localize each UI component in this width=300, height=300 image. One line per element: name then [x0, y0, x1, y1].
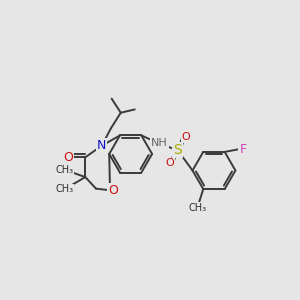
- Text: F: F: [239, 143, 246, 156]
- Text: CH₃: CH₃: [56, 184, 74, 194]
- Text: O: O: [182, 132, 190, 142]
- Text: NH: NH: [151, 138, 168, 148]
- Text: O: O: [165, 158, 174, 168]
- Text: CH₃: CH₃: [56, 165, 74, 175]
- Text: N: N: [97, 139, 106, 152]
- Text: O: O: [108, 184, 118, 197]
- Text: CH₃: CH₃: [188, 203, 206, 213]
- Text: O: O: [63, 151, 73, 164]
- Text: S: S: [173, 143, 182, 157]
